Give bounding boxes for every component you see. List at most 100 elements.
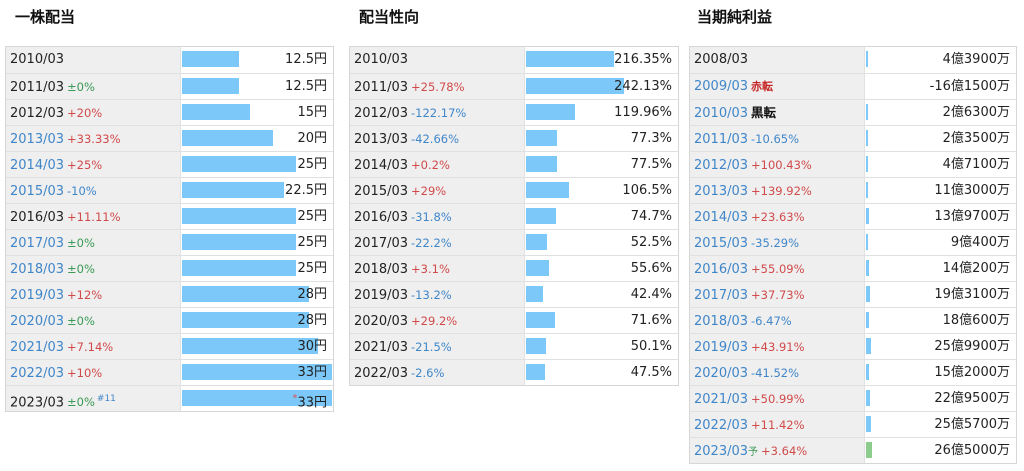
- fiscal-year[interactable]: 2022/03: [10, 366, 65, 381]
- row-label: 2019/03 -13.2%: [350, 282, 525, 307]
- bar-cell: 216.35%: [526, 47, 678, 73]
- fiscal-year[interactable]: 2018/03: [10, 262, 65, 277]
- table-row: 2013/03 +33.33% 20円: [6, 125, 333, 151]
- fiscal-year: 2011/03: [354, 80, 409, 95]
- value-bar: [182, 182, 285, 198]
- value-bar: [182, 51, 239, 67]
- table-row: 2020/03 +29.2% 71.6%: [350, 307, 678, 333]
- value-text: 106.5%: [622, 178, 672, 204]
- fiscal-year[interactable]: 2017/03: [694, 288, 749, 303]
- row-label: 2008/03: [690, 47, 865, 73]
- fiscal-year[interactable]: 2015/03: [10, 184, 65, 199]
- value-bar: [866, 130, 868, 146]
- value-text: 55.6%: [631, 256, 672, 282]
- fiscal-year[interactable]: 2017/03: [10, 236, 65, 251]
- table-row: 2021/03 +50.99% 22億9500万: [690, 385, 1016, 411]
- value-text: 22億9500万: [934, 386, 1010, 412]
- row-label: 2014/03 +23.63%: [690, 204, 865, 229]
- row-label: 2010/03: [350, 47, 525, 73]
- value-text: 25円: [297, 152, 327, 178]
- fiscal-year[interactable]: 2014/03: [10, 158, 65, 173]
- fiscal-year[interactable]: 2010/03: [694, 106, 749, 121]
- change-percent: +20%: [67, 106, 103, 120]
- value-text: *33円: [292, 386, 327, 416]
- value-label: 14億200万: [942, 261, 1010, 276]
- value-label: 119.96%: [614, 105, 672, 120]
- status-tag: 赤転: [751, 80, 774, 93]
- fiscal-year[interactable]: 2020/03: [10, 314, 65, 329]
- fiscal-year[interactable]: 2023/03: [694, 444, 749, 459]
- value-text: 20円: [297, 126, 327, 152]
- value-label: 19億3100万: [934, 287, 1010, 302]
- value-bar: [866, 390, 870, 406]
- footnote-marker[interactable]: #11: [96, 394, 116, 404]
- value-label: 25億9900万: [934, 339, 1010, 354]
- value-label: 12.5円: [285, 79, 327, 94]
- change-percent: -6.47%: [751, 314, 792, 328]
- fiscal-year[interactable]: 2019/03: [694, 340, 749, 355]
- value-text: 25円: [297, 204, 327, 230]
- fiscal-year[interactable]: 2013/03: [694, 184, 749, 199]
- table-row: 2016/03 +11.11% 25円: [6, 203, 333, 229]
- value-bar: [182, 130, 273, 146]
- value-label: 15円: [297, 105, 327, 120]
- bar-cell: 242.13%: [526, 74, 678, 99]
- fiscal-year[interactable]: 2012/03: [694, 158, 749, 173]
- fiscal-year[interactable]: 2020/03: [694, 366, 749, 381]
- value-text: 77.5%: [631, 152, 672, 178]
- fiscal-year: 2016/03: [10, 210, 65, 225]
- value-label: 2億6300万: [942, 105, 1010, 120]
- fiscal-year[interactable]: 2018/03: [694, 314, 749, 329]
- fiscal-year[interactable]: 2009/03: [694, 79, 749, 94]
- value-bar: [866, 234, 868, 250]
- fiscal-year: 2010/03: [10, 52, 65, 67]
- change-percent: ±0%: [67, 80, 95, 94]
- bar-cell: -16億1500万: [866, 74, 1016, 99]
- bar-cell: 25円: [182, 204, 333, 229]
- bar-cell: 42.4%: [526, 282, 678, 307]
- table-row: 2010/03 216.35%: [350, 47, 678, 73]
- table-row: 2020/03 ±0% 28円: [6, 307, 333, 333]
- row-label: 2012/03 +20%: [6, 100, 181, 125]
- value-label: 33円: [297, 365, 327, 380]
- value-text: 25円: [297, 256, 327, 282]
- value-label: 25円: [297, 261, 327, 276]
- change-percent: +25.78%: [411, 80, 465, 94]
- net-income-table: 2008/03 4億3900万 2009/03 赤転 -16億1500万 2010/03 黒…: [689, 46, 1017, 464]
- row-label: 2011/03 ±0%: [6, 74, 181, 99]
- fiscal-year[interactable]: 2021/03: [694, 392, 749, 407]
- table-row: 2014/03 +25% 25円: [6, 151, 333, 177]
- panel-title: 当期純利益: [697, 8, 773, 26]
- fiscal-year[interactable]: 2014/03: [694, 210, 749, 225]
- value-text: 9億400万: [951, 230, 1010, 256]
- value-bar: [182, 234, 296, 250]
- value-bar: [866, 208, 869, 224]
- value-text: 74.7%: [631, 204, 672, 230]
- table-row: 2013/03 +139.92% 11億3000万: [690, 177, 1016, 203]
- table-row: 2012/03 +100.43% 4億7100万: [690, 151, 1016, 177]
- value-label: 20円: [297, 131, 327, 146]
- fiscal-year[interactable]: 2011/03: [694, 132, 749, 147]
- change-percent: ±0%: [67, 314, 95, 328]
- row-label: 2019/03 +43.91%: [690, 334, 865, 359]
- change-percent: +29.2%: [411, 314, 458, 328]
- fiscal-year[interactable]: 2022/03: [694, 418, 749, 433]
- bar-cell: 19億3100万: [866, 282, 1016, 307]
- value-text: 13億9700万: [934, 204, 1010, 230]
- row-label: 2021/03 +7.14%: [6, 334, 181, 359]
- change-percent: -13.2%: [411, 288, 452, 302]
- row-label: 2019/03 +12%: [6, 282, 181, 307]
- table-row: 2014/03 +0.2% 77.5%: [350, 151, 678, 177]
- value-bar: [526, 338, 547, 354]
- fiscal-year[interactable]: 2016/03: [694, 262, 749, 277]
- row-label: 2022/03 +11.42%: [690, 412, 865, 437]
- bar-cell: 50.1%: [526, 334, 678, 359]
- row-label: 2011/03 +25.78%: [350, 74, 525, 99]
- fiscal-year[interactable]: 2021/03: [10, 340, 65, 355]
- table-row: 2008/03 4億3900万: [690, 47, 1016, 73]
- fiscal-year[interactable]: 2019/03: [10, 288, 65, 303]
- value-label: 74.7%: [630, 209, 672, 224]
- value-bar: [866, 416, 871, 432]
- fiscal-year[interactable]: 2015/03: [694, 236, 749, 251]
- fiscal-year[interactable]: 2013/03: [10, 132, 65, 147]
